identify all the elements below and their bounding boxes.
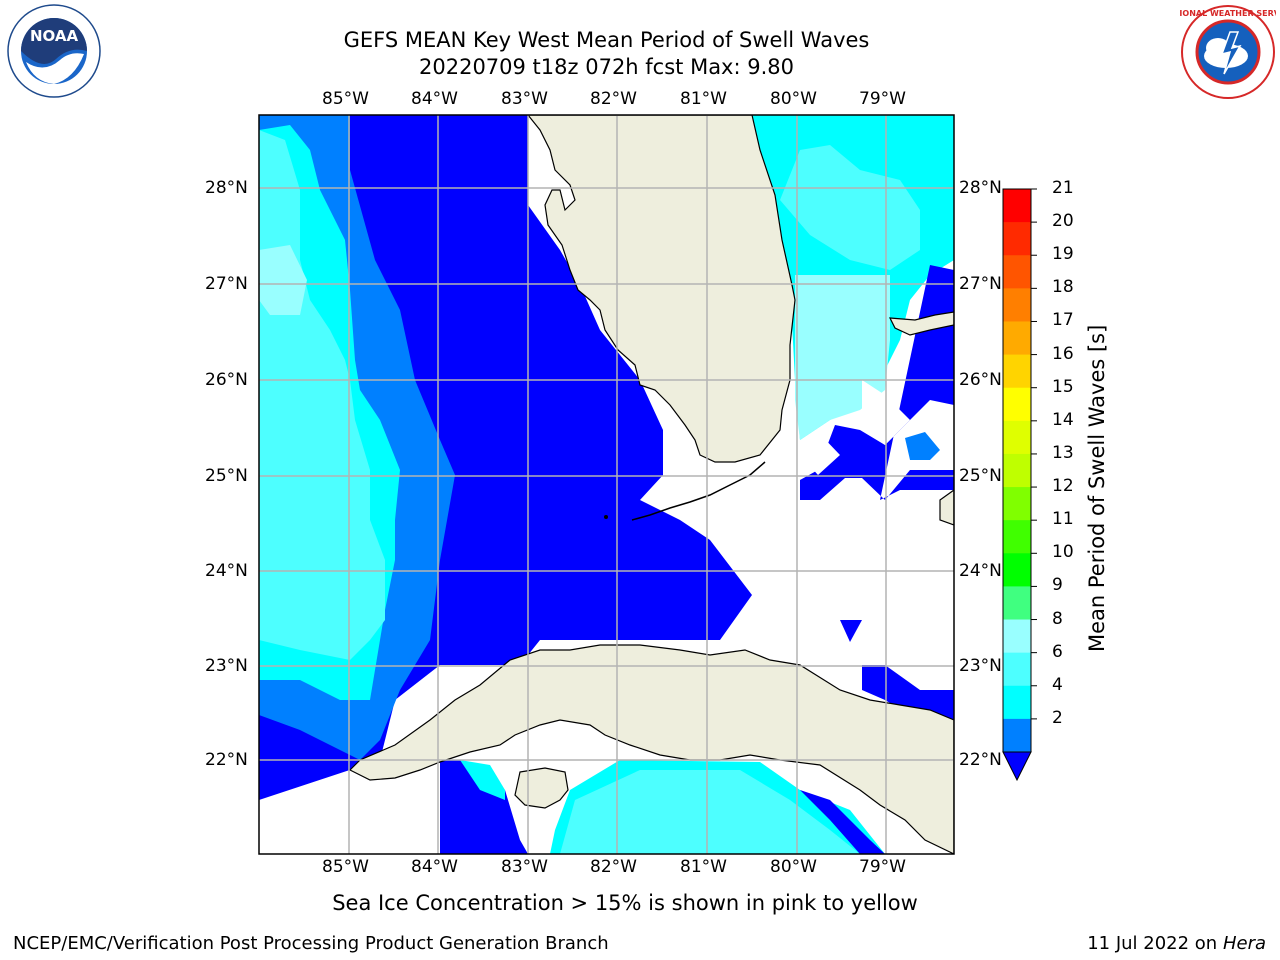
lon-label-top: 83°W [501,89,548,109]
lon-label-bottom: 83°W [501,857,548,877]
colorbar-under-triangle [1003,752,1031,780]
colorbar-tick-label: 17 [1052,310,1074,330]
colorbar-segment [1003,454,1031,488]
lon-label-bottom: 82°W [590,857,637,877]
colorbar-segment [1003,255,1031,289]
colorbar-tick-label: 10 [1052,542,1074,562]
colorbar-segment [1003,355,1031,389]
lat-label-right: 23°N [959,656,1002,676]
colorbar-segment [1003,620,1031,654]
lat-label-left: 24°N [205,561,248,581]
footer-date: 11 Jul 2022 on Hera [1087,933,1266,954]
lat-label-right: 27°N [959,274,1002,294]
dry-tortugas [604,515,608,519]
colorbar-segment [1003,653,1031,687]
colorbar-segment [1003,222,1031,256]
colorbar-tick-label: 16 [1052,344,1074,364]
lat-label-left: 25°N [205,466,248,486]
footer-date-text: 11 Jul 2022 on [1087,933,1223,954]
lat-label-left: 22°N [205,750,248,770]
lon-label-top: 81°W [680,89,727,109]
colorbar-tick-label: 15 [1052,377,1074,397]
colorbar-segment [1003,586,1031,620]
colorbar-tick-label: 9 [1052,575,1063,595]
colorbar-segment [1003,421,1031,455]
lon-label-top: 80°W [770,89,817,109]
lon-label-top: 84°W [411,89,458,109]
colorbar-segment [1003,288,1031,322]
lat-label-left: 27°N [205,274,248,294]
lat-label-left: 23°N [205,656,248,676]
colorbar-tick-label: 8 [1052,609,1063,629]
colorbar-segment [1003,686,1031,720]
lon-label-top: 85°W [322,89,369,109]
lat-label-right: 26°N [959,370,1002,390]
colorbar-segment [1003,719,1031,753]
footer-credit: NCEP/EMC/Verification Post Processing Pr… [13,933,609,954]
colorbar-tick-label: 2 [1052,708,1063,728]
colorbar-tick-label: 6 [1052,642,1063,662]
colorbar-segment [1003,189,1031,223]
colorbar-tick-label: 14 [1052,410,1074,430]
lat-label-left: 28°N [205,178,248,198]
colorbar-title: Mean Period of Swell Waves [s] [1085,325,1109,652]
lat-label-right: 25°N [959,466,1002,486]
lon-label-bottom: 85°W [322,857,369,877]
lon-label-bottom: 80°W [770,857,817,877]
colorbar-tick-label: 19 [1052,244,1074,264]
lon-label-top: 79°W [859,89,906,109]
lat-label-left: 26°N [205,370,248,390]
lon-label-bottom: 79°W [859,857,906,877]
colorbar-tick-label: 21 [1052,178,1074,198]
colorbar-tick-label: 13 [1052,443,1074,463]
colorbar-segment [1003,487,1031,521]
lon-label-bottom: 81°W [680,857,727,877]
lon-label-top: 82°W [590,89,637,109]
colorbar-tick-label: 11 [1052,509,1074,529]
lat-label-right: 22°N [959,750,1002,770]
lat-label-right: 28°N [959,178,1002,198]
colorbar-segment [1003,388,1031,422]
colorbar [1003,189,1037,780]
map-area [259,115,954,854]
footer-host: Hera [1223,933,1266,954]
colorbar-tick-label: 4 [1052,675,1063,695]
colorbar-segment [1003,553,1031,587]
lon-label-bottom: 84°W [411,857,458,877]
colorbar-tick-label: 20 [1052,211,1074,231]
colorbar-segment [1003,321,1031,355]
lat-label-right: 24°N [959,561,1002,581]
colorbar-tick-label: 18 [1052,277,1074,297]
colorbar-tick-label: 12 [1052,476,1074,496]
sea-ice-note: Sea Ice Concentration > 15% is shown in … [0,891,1265,915]
colorbar-segment [1003,520,1031,554]
